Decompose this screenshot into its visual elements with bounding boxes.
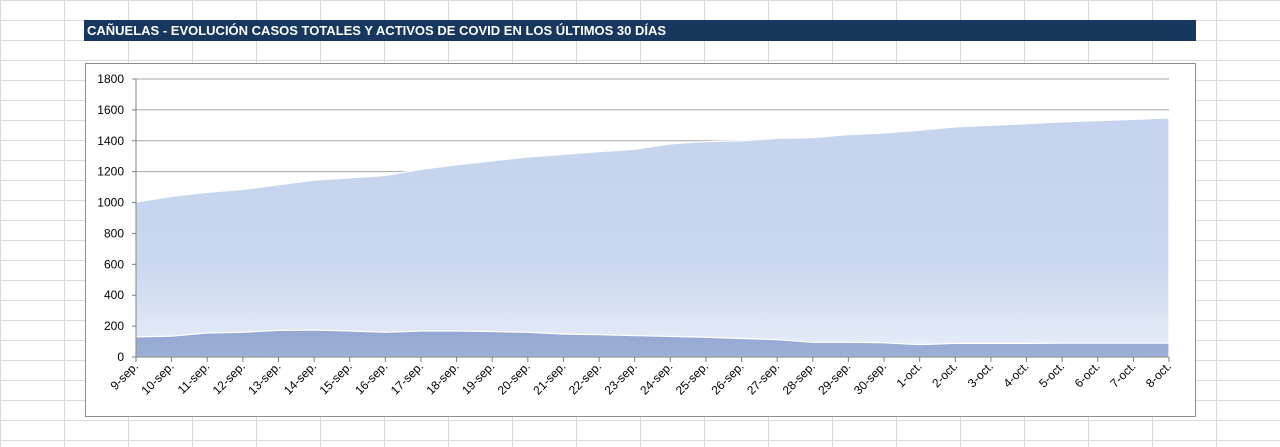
series-area-2 <box>135 329 1170 358</box>
x-tick-label: 20-sep. <box>495 359 533 397</box>
chart-area: 0 200 400 600 800 1000 1200 1400 1600 1800 9-sep. 1… <box>85 63 1196 417</box>
x-tick-label: 4-oct. <box>1001 359 1032 390</box>
x-tick-label: 25-sep. <box>673 359 711 397</box>
y-tick-label: 0 <box>117 350 124 364</box>
y-tick-label: 1600 <box>97 103 124 117</box>
x-tick-label: 16-sep. <box>352 359 390 397</box>
x-tick-label: 6-oct. <box>1072 359 1103 390</box>
x-tick-label: 5-oct. <box>1036 359 1067 390</box>
x-tick-label: 17-sep. <box>388 359 426 397</box>
x-tick-label: 30-sep. <box>851 359 889 397</box>
x-tick-label: 12-sep. <box>210 359 248 397</box>
x-tick-label: 23-sep. <box>602 359 640 397</box>
y-tick-label: 1000 <box>97 196 124 210</box>
x-tick-label: 8-oct. <box>1143 359 1174 390</box>
y-tick-label: 1200 <box>97 165 124 179</box>
x-tick-label: 29-sep. <box>815 359 853 397</box>
series-area-1 <box>135 117 1170 358</box>
y-tick-label: 1800 <box>97 72 124 86</box>
chart-title: CAÑUELAS - EVOLUCIÓN CASOS TOTALES Y ACT… <box>84 20 1196 41</box>
x-tick-label: 27-sep. <box>744 359 782 397</box>
y-tick-label: 800 <box>104 226 124 240</box>
x-tick-label: 2-oct. <box>929 359 960 390</box>
y-tick-label: 400 <box>104 288 124 302</box>
x-tick-label: 14-sep. <box>281 359 319 397</box>
x-tick-label: 21-sep. <box>530 359 568 397</box>
y-tick-label: 600 <box>104 257 124 271</box>
x-tick-label: 11-sep. <box>175 359 213 397</box>
y-tick-label: 1400 <box>97 134 124 148</box>
x-tick-label: 28-sep. <box>780 359 818 397</box>
x-tick-label: 10-sep. <box>139 359 177 397</box>
x-tick-label: 3-oct. <box>965 359 996 390</box>
x-tick-label: 13-sep. <box>245 359 283 397</box>
x-tick-label: 18-sep. <box>424 359 462 397</box>
x-tick-label: 7-oct. <box>1107 359 1138 390</box>
x-tick-label: 24-sep. <box>637 359 675 397</box>
area-chart: 0200400600800100012001400160018009-sep.1… <box>97 72 1174 397</box>
x-tick-label: 9-sep. <box>108 359 141 392</box>
x-tick-label: 22-sep. <box>566 359 604 397</box>
x-tick-label: 19-sep. <box>459 359 497 397</box>
x-tick-label: 26-sep. <box>708 359 746 397</box>
y-tick-label: 200 <box>104 319 124 333</box>
x-tick-label: 15-sep. <box>317 359 355 397</box>
x-tick-label: 1-oct. <box>894 359 925 390</box>
